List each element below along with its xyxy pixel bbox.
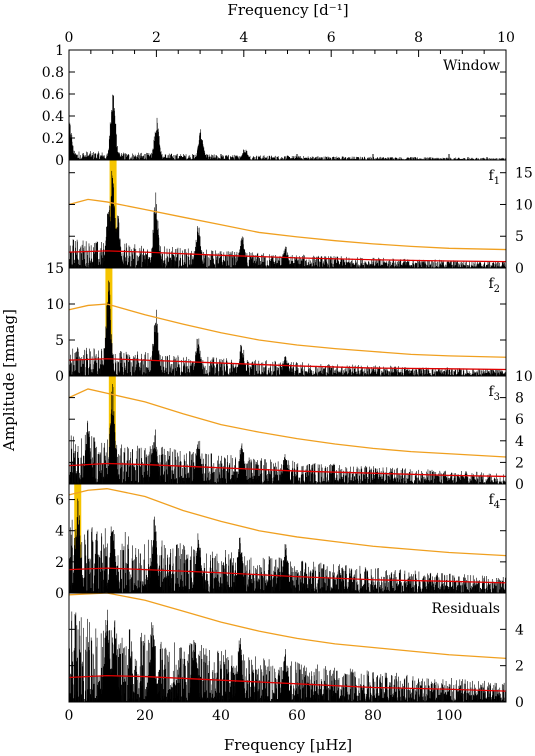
spectrum-residuals: [68, 609, 507, 702]
panel-label-subscript: 1: [494, 176, 500, 187]
y-tick-label-f1-0: 0: [515, 261, 524, 277]
top-tick-label-4: 8: [414, 30, 423, 46]
top-tick-label-2: 4: [239, 30, 248, 46]
y-tick-label-window-1: 0.2: [42, 131, 64, 147]
panel-label-f2: f2: [488, 276, 500, 295]
noise-curve-residuals: [68, 675, 507, 692]
y-tick-label-residuals-0: 0: [515, 695, 524, 711]
spectrum-window: [68, 94, 507, 160]
bottom-tick-label-4: 80: [364, 708, 382, 724]
panel-frame-f3: [68, 375, 507, 485]
top-tick-label-5: 10: [497, 30, 515, 46]
y-tick-label-f2-2: 10: [46, 297, 64, 313]
panel-label-main: f: [488, 168, 495, 184]
noise-curve-f4: [68, 567, 507, 584]
y-tick-label-f3-5: 10: [515, 369, 533, 385]
panel-label-f3: f3: [488, 384, 500, 403]
bottom-tick-label-5: 100: [436, 708, 463, 724]
panel-label-f1: f1: [488, 168, 500, 187]
y-tick-label-residuals-2: 4: [515, 622, 524, 638]
bottom-tick-label-2: 40: [212, 708, 230, 724]
panel-label-window: Window: [443, 58, 500, 74]
panels-group: 00.20.40.60.81Window051015f1051015f20246…: [42, 43, 533, 711]
y-tick-label-f4-1: 2: [55, 555, 64, 571]
top-tick-label-0: 0: [65, 30, 74, 46]
y-tick-label-window-2: 0.4: [42, 109, 64, 125]
panel-label-subscript: 4: [494, 500, 500, 511]
panel-frame-window: [68, 49, 507, 161]
noise-curve-f1: [68, 250, 507, 263]
top-tick-label-1: 2: [152, 30, 161, 46]
panel-residuals: 0 2 4 Residuals: [68, 592, 524, 711]
bottom-frequency-axis: 0 20 40 60 80 100: [65, 708, 463, 724]
y-tick-label-f2-1: 5: [55, 333, 64, 349]
spectrum-f4: [68, 498, 507, 593]
noise-curve-f2: [68, 358, 507, 371]
y-tick-label-f1-3: 15: [515, 166, 533, 182]
bottom-tick-label-1: 20: [136, 708, 154, 724]
y-tick-label-residuals-1: 2: [515, 659, 524, 675]
panel-label-residuals: Residuals: [432, 601, 500, 617]
y-tick-label-window-0: 0: [55, 153, 64, 169]
panel-label-main: f: [488, 276, 495, 292]
threshold-curve-f4: [68, 488, 507, 557]
y-tick-label-f3-3: 6: [515, 412, 524, 428]
y-tick-label-f1-2: 10: [515, 197, 533, 213]
panel-f1: 0 5 10 15 f1: [68, 159, 533, 277]
y-tick-label-f3-1: 2: [515, 455, 524, 471]
y-tick-label-window-5: 1: [55, 43, 64, 59]
bottom-tick-label-3: 60: [288, 708, 306, 724]
top-axis-title: Frequency [d⁻¹]: [227, 1, 348, 19]
spectrum-f1: [68, 170, 507, 268]
y-tick-label-window-3: 0.6: [42, 87, 64, 103]
threshold-curve-residuals: [68, 592, 507, 660]
y-tick-label-f1-1: 5: [515, 229, 524, 245]
y-tick-label-f3-0: 0: [515, 477, 524, 493]
y-tick-label-f2-0: 0: [55, 369, 64, 385]
bottom-axis-title: Frequency [μHz]: [224, 736, 352, 754]
y-axis-title: Amplitude [mmag]: [0, 309, 18, 452]
threshold-curve-f1: [68, 198, 507, 251]
threshold-curve-f3: [68, 388, 507, 458]
panel-label-main: f: [488, 384, 495, 400]
panel-label-main: f: [488, 492, 495, 508]
panel-window: 0 0.2 0.4 0.6 0.8 1 Window: [42, 43, 507, 169]
y-tick-label-f3-4: 8: [515, 391, 524, 407]
y-tick-label-f4-3: 6: [55, 493, 64, 509]
panel-label-f4: f4: [488, 492, 500, 511]
panel-f2: 0 5 10 15 f2: [46, 261, 507, 385]
y-tick-label-window-4: 0.8: [42, 65, 64, 81]
panel-frame-residuals: [68, 592, 507, 703]
panel-label-subscript: 3: [494, 392, 500, 403]
panel-label-main: Residuals: [432, 601, 500, 617]
y-tick-label-f3-2: 4: [515, 434, 524, 450]
threshold-curve-f2: [68, 303, 507, 358]
y-tick-label-f4-2: 4: [55, 524, 64, 540]
bottom-tick-label-0: 0: [65, 708, 74, 724]
noise-curve-f3: [68, 462, 507, 478]
top-frequency-axis: 0 2 4 6 8 10: [65, 30, 515, 57]
top-tick-label-3: 6: [327, 30, 336, 46]
panel-label-main: Window: [443, 58, 500, 74]
panel-f3: 0 2 4 6 8 10 f3: [68, 369, 533, 493]
panel-label-subscript: 2: [494, 284, 500, 295]
y-tick-label-f2-3: 15: [46, 261, 64, 277]
y-tick-label-f4-0: 0: [55, 586, 64, 602]
spectrum-f2: [68, 280, 507, 376]
